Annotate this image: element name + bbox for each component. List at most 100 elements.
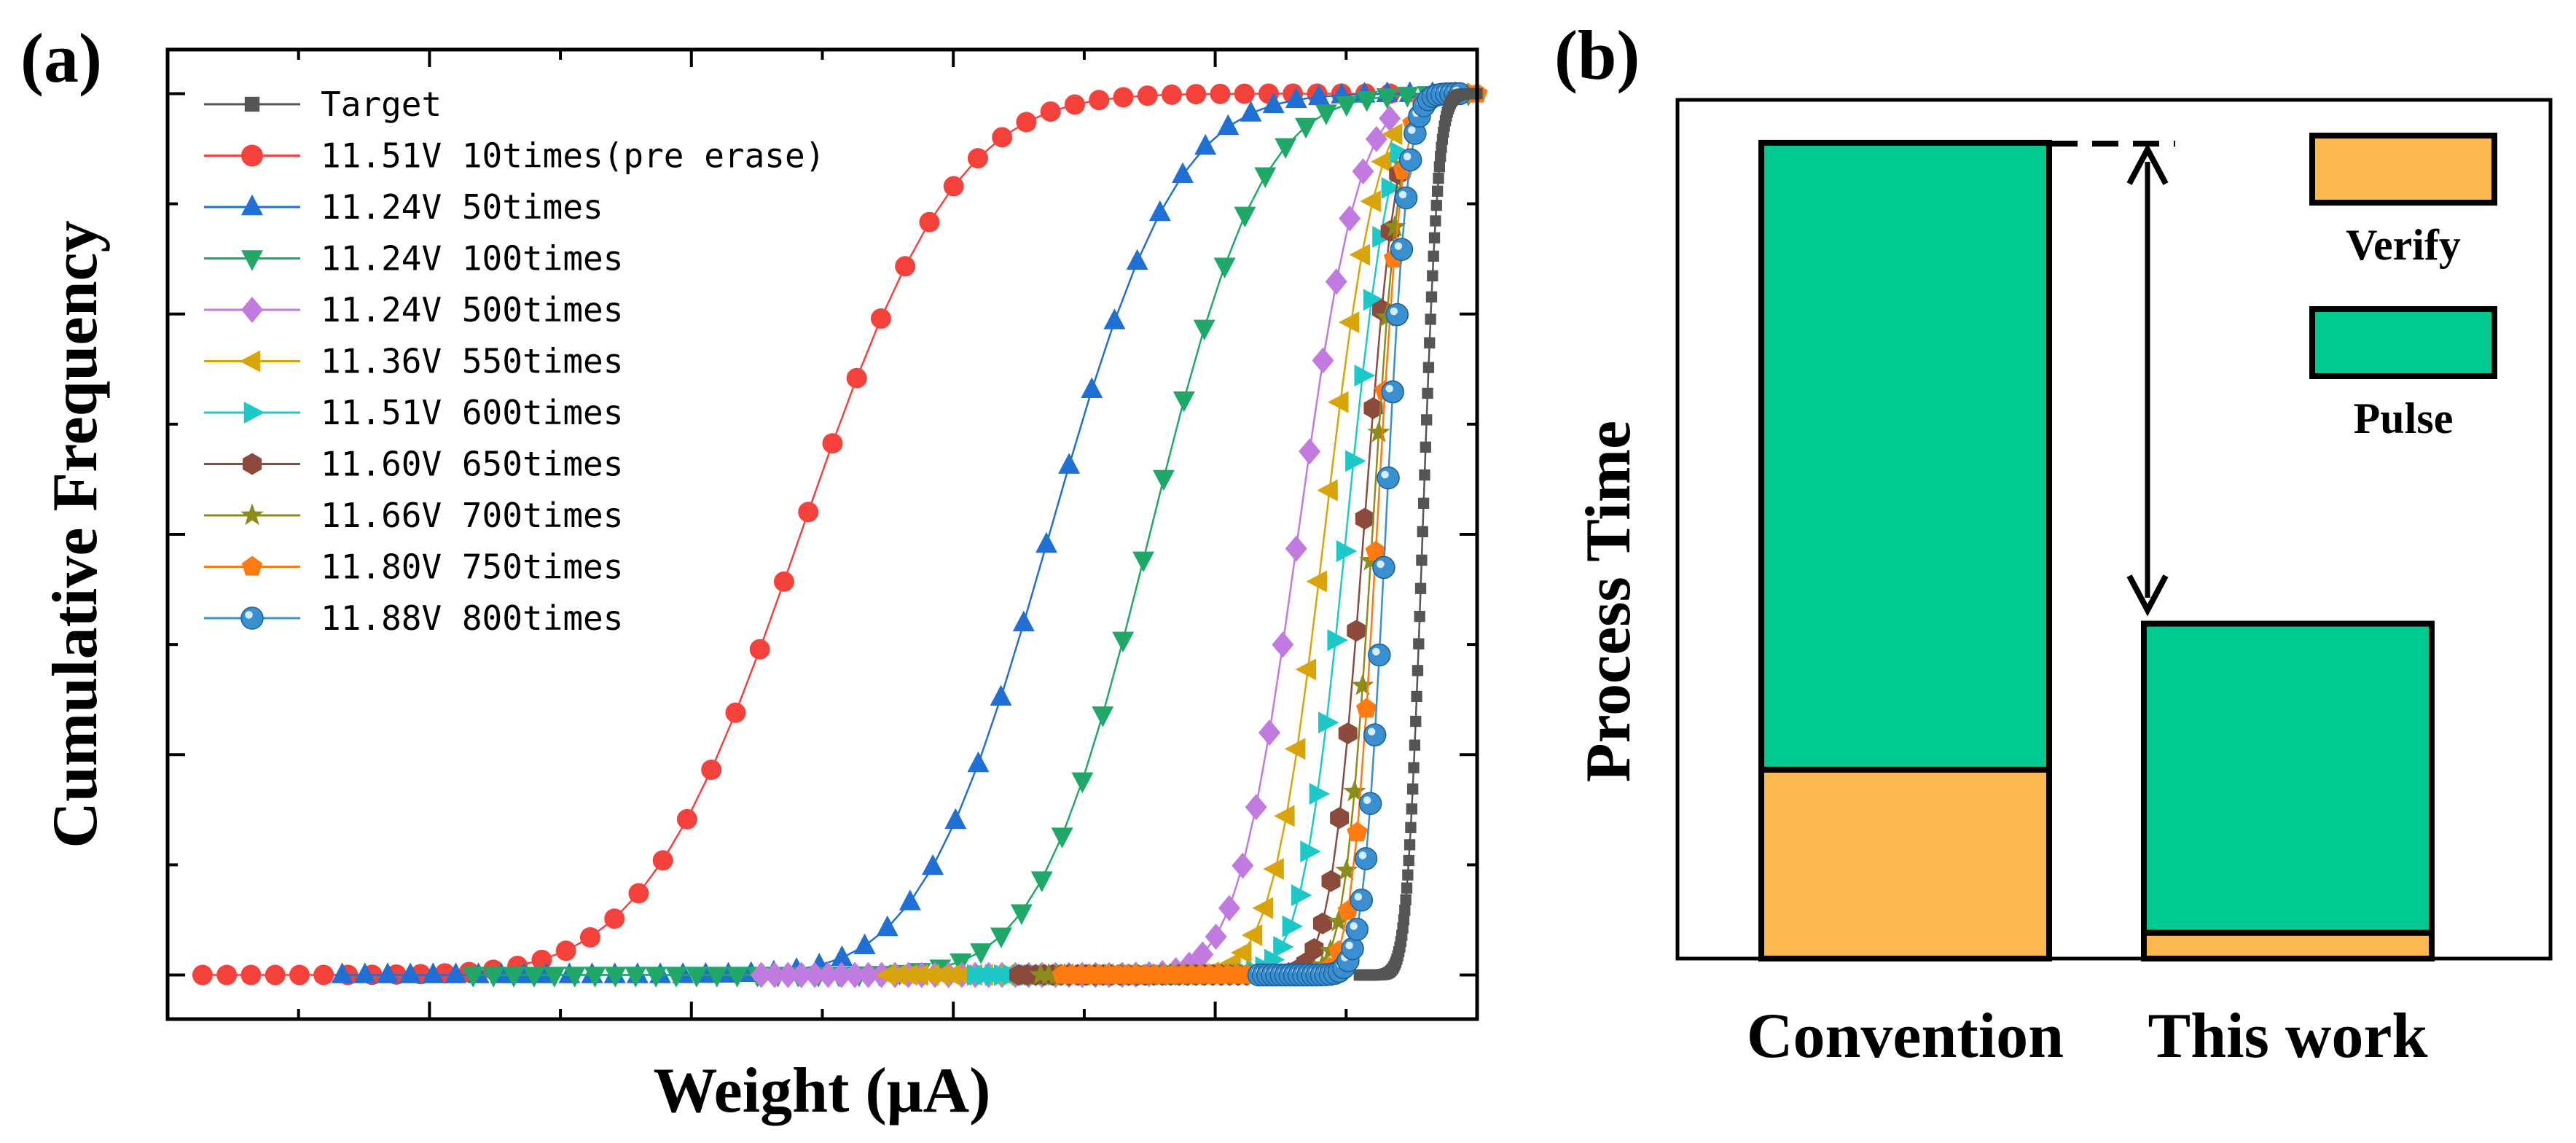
data-point bbox=[970, 943, 993, 964]
bar-segment-verify bbox=[2141, 929, 2435, 962]
data-point bbox=[1252, 897, 1274, 919]
data-point bbox=[445, 962, 467, 983]
data-point-highlight bbox=[1394, 242, 1403, 250]
panel-a: (a) Weight (μA) Cumulative Frequency Tar… bbox=[20, 19, 1488, 1126]
data-point bbox=[625, 967, 647, 988]
data-point bbox=[1241, 924, 1263, 946]
data-point bbox=[1327, 909, 1350, 932]
data-point bbox=[1035, 531, 1057, 553]
data-point bbox=[1064, 94, 1085, 115]
data-point bbox=[192, 964, 213, 986]
data-point bbox=[604, 908, 625, 929]
data-point bbox=[950, 964, 972, 986]
data-point bbox=[265, 964, 286, 986]
data-point bbox=[604, 967, 627, 988]
data-point bbox=[857, 961, 880, 988]
data-point bbox=[1318, 711, 1339, 734]
data-point bbox=[1398, 914, 1410, 926]
data-point bbox=[665, 967, 688, 988]
data-point bbox=[990, 684, 1012, 706]
data-point bbox=[1308, 84, 1331, 106]
data-point bbox=[1171, 162, 1194, 183]
data-point bbox=[1285, 535, 1307, 562]
data-point bbox=[1341, 937, 1364, 961]
data-point bbox=[1112, 631, 1135, 653]
data-point bbox=[896, 964, 918, 986]
legend-label: 11.51V 10times(pre erase) bbox=[321, 136, 825, 176]
data-point bbox=[943, 176, 964, 197]
legend-label: 11.66V 700times bbox=[321, 496, 623, 535]
data-point-highlight bbox=[1372, 647, 1380, 656]
data-point bbox=[1089, 90, 1110, 111]
data-point bbox=[1390, 141, 1412, 164]
data-point bbox=[1390, 238, 1414, 261]
data-point bbox=[1406, 803, 1417, 815]
data-point bbox=[1330, 807, 1350, 830]
data-point bbox=[967, 751, 990, 773]
series-11-88v-800times bbox=[1247, 82, 1471, 987]
data-point bbox=[1336, 540, 1358, 563]
plot-a-xlabel: Weight (μA) bbox=[654, 1056, 991, 1126]
data-point bbox=[1016, 112, 1037, 133]
data-point bbox=[725, 702, 746, 723]
data-point bbox=[1103, 308, 1126, 329]
data-point bbox=[1358, 792, 1382, 816]
difference-arrow-head-top bbox=[2126, 143, 2169, 185]
data-point-highlight bbox=[1390, 307, 1398, 316]
data-point bbox=[1371, 150, 1392, 173]
data-point bbox=[918, 964, 939, 986]
legend-label: 11.24V 500times bbox=[321, 290, 623, 329]
data-point bbox=[1431, 185, 1444, 197]
data-point bbox=[822, 433, 843, 454]
panel-b: (b) Process Time Verify Pulse Convention T… bbox=[1554, 16, 2553, 1072]
data-point bbox=[1234, 83, 1255, 104]
data-point bbox=[1407, 783, 1419, 795]
data-point bbox=[1381, 123, 1403, 146]
difference-arrow-head-bottom bbox=[2126, 574, 2169, 617]
data-point bbox=[1410, 715, 1422, 727]
data-point bbox=[1273, 935, 1294, 958]
legend-marker bbox=[241, 297, 263, 323]
data-point bbox=[1351, 674, 1374, 695]
data-point bbox=[1335, 858, 1358, 881]
data-point bbox=[1152, 469, 1175, 491]
data-point bbox=[1051, 827, 1073, 849]
data-point bbox=[1263, 858, 1284, 881]
data-point bbox=[1377, 466, 1400, 490]
legend-marker bbox=[240, 606, 264, 630]
data-point bbox=[1417, 526, 1428, 538]
plot-a-series bbox=[192, 81, 1488, 988]
data-point-highlight bbox=[1385, 384, 1393, 393]
data-point bbox=[944, 808, 967, 830]
data-point bbox=[1355, 90, 1378, 112]
data-point bbox=[1433, 161, 1446, 173]
data-point-highlight bbox=[1358, 851, 1367, 859]
data-point bbox=[1205, 923, 1227, 950]
data-point bbox=[1433, 173, 1444, 184]
data-point bbox=[885, 964, 907, 986]
data-point bbox=[846, 367, 867, 389]
data-point bbox=[482, 967, 505, 988]
legend-marker-highlight bbox=[245, 611, 253, 619]
data-point bbox=[1430, 215, 1441, 227]
bar-segment-verify bbox=[1758, 766, 2052, 961]
data-point bbox=[1274, 805, 1295, 827]
data-point bbox=[773, 571, 794, 592]
bar-convention bbox=[1758, 139, 2052, 961]
data-point bbox=[1421, 414, 1433, 426]
data-point bbox=[1240, 101, 1262, 122]
legend-marker bbox=[239, 350, 261, 372]
data-point bbox=[705, 967, 728, 988]
data-point bbox=[1245, 794, 1267, 821]
data-point bbox=[1291, 884, 1312, 907]
plot-a-legend: Target 11.51V 10times(pre erase) 11.24V 50… bbox=[204, 85, 825, 638]
data-point bbox=[1381, 176, 1403, 199]
data-point bbox=[1430, 200, 1442, 211]
data-point bbox=[1350, 889, 1374, 912]
legend-label: 11.60V 650times bbox=[321, 445, 623, 484]
data-point bbox=[1262, 92, 1285, 114]
data-point bbox=[1339, 205, 1361, 232]
data-point bbox=[676, 808, 697, 830]
data-point bbox=[1282, 915, 1304, 937]
data-point-highlight bbox=[1381, 470, 1389, 479]
